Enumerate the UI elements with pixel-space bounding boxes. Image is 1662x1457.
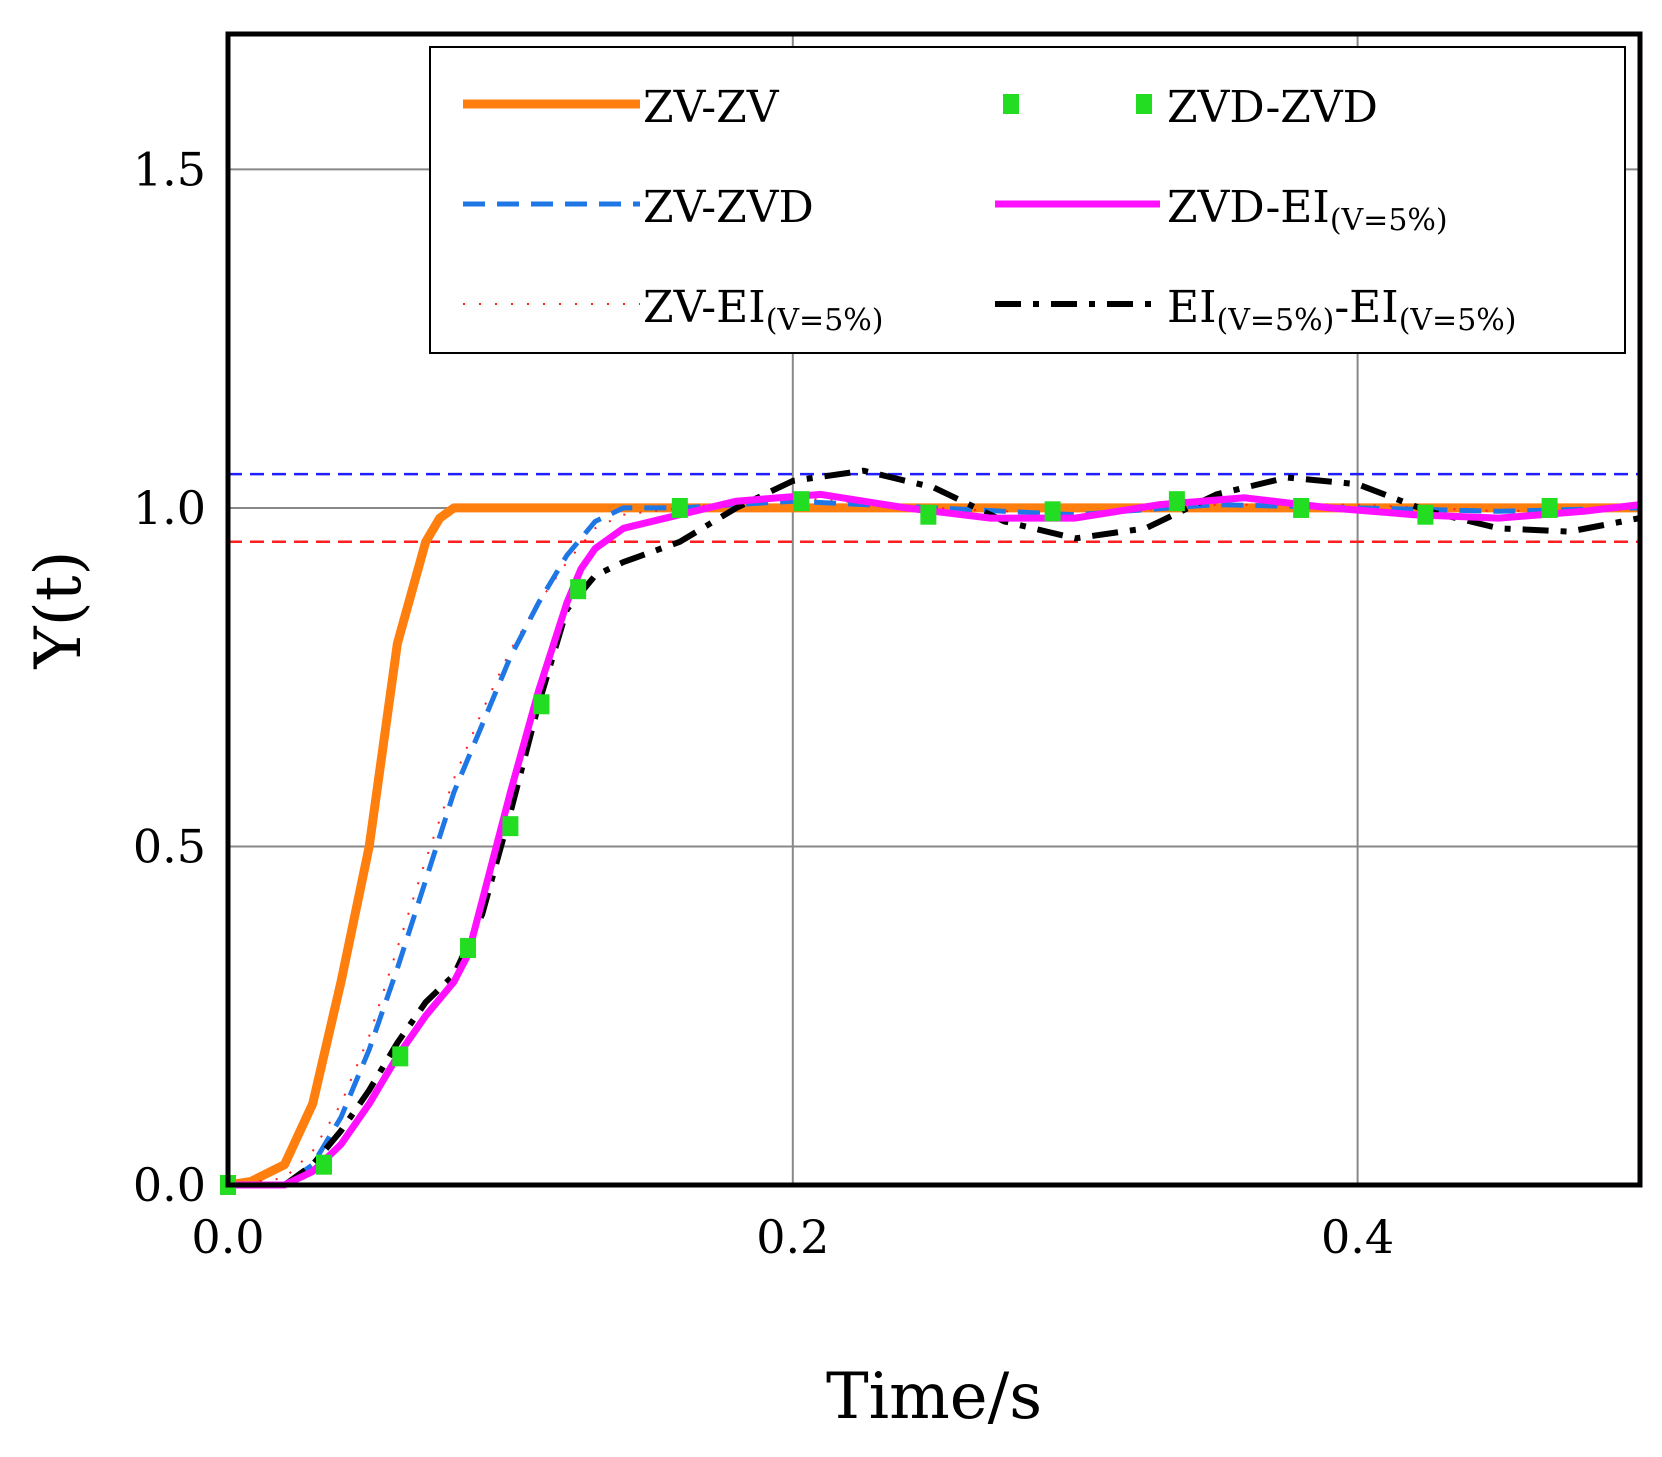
legend-label: ZVD-ZVD: [1167, 82, 1378, 133]
x-tick-label: 0.2: [756, 1210, 829, 1264]
x-axis-title: Time/s: [826, 1360, 1042, 1434]
series-line-zv-zvd: [228, 498, 1641, 1188]
y-tick-label: 0.0: [133, 1158, 206, 1212]
data-point: [1417, 504, 1434, 525]
legend-entry-zv-zv: ZV-ZV: [463, 82, 780, 133]
legend-label: ZV-EI(V=5%): [643, 282, 884, 338]
data-point: [1293, 497, 1310, 518]
x-tick-label: 0.4: [1321, 1210, 1394, 1264]
data-point: [1044, 501, 1061, 522]
data-point: [671, 497, 688, 518]
reference-lines: [228, 472, 1640, 544]
legend-entry-zv-ei-v-5: ZV-EI(V=5%): [463, 282, 884, 338]
data-point: [570, 579, 587, 600]
y-axis-ticks: 0.0 0.5 1.0 1.5: [133, 142, 206, 1212]
series-zvd-zvd: [220, 491, 1558, 1195]
y-axis-title: Y(t): [22, 551, 96, 670]
y-tick-label: 1.0: [133, 481, 206, 535]
legend-label: EI(V=5%)-EI(V=5%): [1167, 282, 1517, 338]
legend-label: ZV-ZVD: [643, 182, 814, 233]
legend-label: ZV-ZV: [643, 82, 780, 133]
legend-entry-ei-v-5-ei-v-5: EI(V=5%)-EI(V=5%): [995, 282, 1517, 338]
y-tick-label: 1.5: [133, 142, 206, 196]
legend-box: [429, 46, 1626, 354]
data-point: [920, 504, 937, 525]
y-tick-label: 0.5: [133, 819, 206, 873]
legend-marker: [1136, 94, 1152, 114]
data-point: [392, 1046, 409, 1067]
legend-entry-zv-zvd: ZV-ZVD: [463, 182, 814, 233]
legend-entry-zvd-ei-v-5: ZVD-EI(V=5%): [995, 182, 1448, 238]
series-line-zvd-ei-v-5: [228, 490, 1641, 1189]
data-point: [502, 816, 519, 837]
series-line-ei-v-5-ei-v-5: [228, 467, 1641, 1188]
series-line-zv-zv: [227, 503, 1640, 1190]
series-layer: [220, 467, 1641, 1195]
data-point: [1541, 497, 1558, 518]
x-axis-ticks: 0.0 0.2 0.4: [191, 1210, 1394, 1264]
x-tick-label: 0.0: [191, 1210, 264, 1264]
data-point: [533, 694, 550, 715]
legend-label: ZVD-EI(V=5%): [1167, 182, 1448, 238]
data-point: [460, 938, 477, 959]
legend-entry-zvd-zvd: ZVD-ZVD: [1003, 82, 1378, 133]
legend: ZV-ZV ZVD-ZVD ZV-ZVD ZVD-EI(V=5%) ZV-EI(V=5%…: [429, 46, 1626, 354]
data-point: [316, 1154, 333, 1175]
data-point: [793, 491, 810, 512]
plot-frame: [225, 31, 1643, 1188]
legend-marker: [1003, 94, 1019, 114]
data-point: [1168, 491, 1185, 512]
